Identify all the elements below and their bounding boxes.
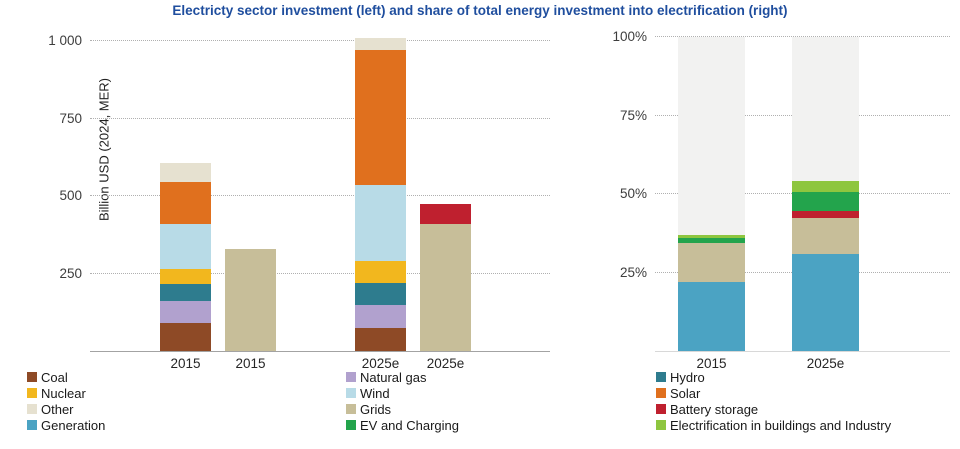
bar-segment-nuclear bbox=[160, 268, 211, 285]
bar-segment-natural-gas bbox=[355, 304, 406, 328]
legend-label: Other bbox=[41, 401, 74, 417]
x-category-label: 2015 bbox=[170, 356, 201, 371]
bar-segment-nuclear bbox=[355, 261, 406, 283]
bar-segment-grids bbox=[792, 217, 859, 254]
right-chart-plot: 25% 50% 75% 100% 2015 2025e bbox=[612, 29, 950, 371]
legend-swatch-icon bbox=[346, 404, 356, 414]
legend-label: Generation bbox=[41, 417, 106, 433]
bar-segment-natural-gas bbox=[160, 301, 211, 324]
x-category-label: 2025e bbox=[806, 356, 845, 371]
legend-swatch-icon bbox=[27, 420, 37, 430]
bar-segment-hydro bbox=[160, 284, 211, 302]
legend-label: Coal bbox=[41, 369, 68, 385]
legend-label: Solar bbox=[670, 385, 701, 401]
x-category-label: 2025e bbox=[361, 356, 400, 371]
y-tick-label: 750 bbox=[59, 110, 82, 126]
x-category-label: 2015 bbox=[696, 356, 727, 371]
legend-swatch-icon bbox=[346, 388, 356, 398]
legend-column-3: Hydro Solar Battery storage Electrification… bbox=[656, 369, 891, 433]
bar-segment-other bbox=[355, 37, 406, 51]
y-tick-label: 50% bbox=[619, 186, 647, 201]
bar-segment-coal bbox=[160, 323, 211, 351]
bar-segment-solar bbox=[160, 182, 211, 224]
bar-segment-wind bbox=[160, 223, 211, 269]
bar-segment-other bbox=[160, 163, 211, 183]
legend-item: Nuclear bbox=[27, 385, 105, 401]
bar-segment-generation bbox=[678, 281, 745, 351]
legend-swatch-icon bbox=[346, 420, 356, 430]
gridline bbox=[90, 195, 550, 196]
y-tick-label: 25% bbox=[619, 264, 647, 280]
legend-label: Grids bbox=[360, 401, 392, 417]
legend-item: Electrification in buildings and Industr… bbox=[656, 417, 891, 433]
left-y-axis-title: Billion USD (2024, MER) bbox=[96, 77, 112, 222]
legend-label: Nuclear bbox=[41, 385, 86, 401]
y-tick-label: 75% bbox=[619, 107, 647, 123]
legend-swatch-icon bbox=[27, 372, 37, 382]
y-tick-label: 1 000 bbox=[48, 33, 82, 48]
bar-segment-grids bbox=[225, 248, 276, 351]
bar-segment-hydro bbox=[355, 282, 406, 305]
bar-segment-grids bbox=[678, 242, 745, 282]
bar-segment-electrification-in-buildings-and-industry bbox=[792, 181, 859, 193]
bar-segment-battery-storage bbox=[420, 203, 471, 224]
legend-label: Battery storage bbox=[670, 401, 759, 417]
gridline bbox=[90, 117, 550, 119]
bar-segment-wind bbox=[355, 185, 406, 262]
legend-label: Hydro bbox=[670, 369, 705, 385]
bar-segment-electrification-in-buildings-and-industry bbox=[678, 234, 745, 238]
legend-item: Battery storage bbox=[656, 401, 891, 417]
legend-item: Wind bbox=[346, 385, 459, 401]
bar-segment-remainder bbox=[792, 37, 859, 182]
legend-label: Natural gas bbox=[360, 369, 427, 385]
legend-swatch-icon bbox=[656, 404, 666, 414]
bar-segment-grids bbox=[420, 223, 471, 351]
legend-swatch-icon bbox=[346, 372, 356, 382]
legend-column-1: Coal Nuclear Other Generation bbox=[27, 369, 105, 433]
legend-column-2: Natural gas Wind Grids EV and Charging bbox=[346, 369, 459, 433]
legend-item: Coal bbox=[27, 369, 105, 385]
bar-segment-ev-and-charging bbox=[792, 192, 859, 212]
x-category-label: 2015 bbox=[235, 356, 266, 371]
legend-item: EV and Charging bbox=[346, 417, 459, 433]
legend-item: Natural gas bbox=[346, 369, 459, 385]
left-chart-plot: Billion USD (2024, MER) 250 500 750 1 000 20… bbox=[48, 33, 550, 371]
bar-segment-ev-and-charging bbox=[678, 237, 745, 243]
gridline bbox=[90, 40, 550, 41]
legend-swatch-icon bbox=[656, 388, 666, 398]
gridline bbox=[90, 272, 550, 274]
bar-segment-remainder bbox=[678, 37, 745, 235]
legend-label: EV and Charging bbox=[360, 417, 460, 433]
x-category-label: 2025e bbox=[426, 356, 465, 371]
gridline bbox=[655, 36, 950, 37]
legend-item: Generation bbox=[27, 417, 105, 433]
legend-swatch-icon bbox=[656, 372, 666, 382]
legend-label: Electrification in buildings and Industr… bbox=[670, 417, 892, 433]
legend-item: Hydro bbox=[656, 369, 891, 385]
legend-item: Grids bbox=[346, 401, 459, 417]
bar-segment-solar bbox=[355, 50, 406, 186]
legend-swatch-icon bbox=[27, 404, 37, 414]
y-tick-label: 250 bbox=[59, 265, 82, 281]
legend-label: Wind bbox=[360, 385, 390, 401]
y-tick-label: 100% bbox=[612, 29, 647, 44]
bar-segment-battery-storage bbox=[792, 211, 859, 218]
legend-item: Solar bbox=[656, 385, 891, 401]
bar-segment-generation bbox=[792, 253, 859, 351]
bar-segment-coal bbox=[355, 327, 406, 351]
chart-title: Electricty sector investment (left) and … bbox=[172, 3, 788, 18]
y-tick-label: 500 bbox=[59, 188, 82, 203]
legend-swatch-icon bbox=[27, 388, 37, 398]
legend-item: Other bbox=[27, 401, 105, 417]
legend-swatch-icon bbox=[656, 420, 666, 430]
